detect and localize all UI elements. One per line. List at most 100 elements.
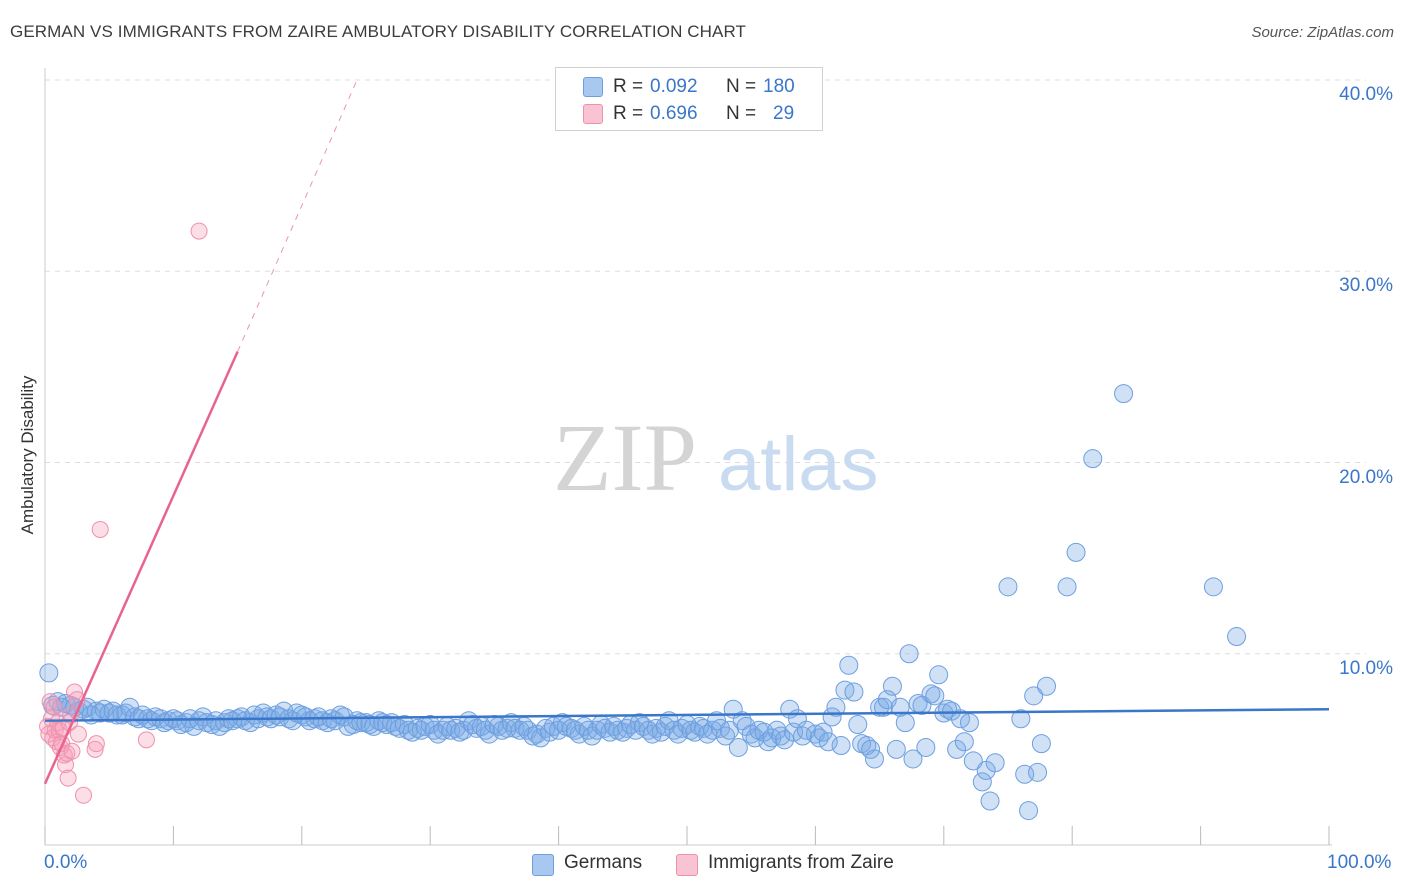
germans-point (899, 644, 919, 664)
germans-point (664, 720, 684, 740)
legend-swatch-germans (583, 77, 603, 97)
legend-r-value: 0.696 (650, 103, 698, 124)
germans-point (903, 749, 923, 769)
germans-point (864, 749, 884, 769)
germans-point (1011, 709, 1031, 729)
germans-point (1028, 762, 1048, 782)
germans-point (844, 682, 864, 702)
legend-n-value: 29 (773, 103, 795, 124)
germans-point (839, 655, 859, 675)
germans-point (1037, 676, 1057, 696)
legend-swatch-zaire (583, 104, 603, 124)
germans-point (886, 739, 906, 759)
legend-n-value: 180 (763, 76, 795, 97)
germans-point (822, 707, 842, 727)
germans-point (771, 726, 791, 746)
x-tick-label-min: 0.0% (44, 852, 88, 873)
germans-point (1083, 449, 1103, 469)
germans-point (39, 663, 59, 683)
germans-point (882, 676, 902, 696)
germans-point (1024, 686, 1044, 706)
germans-point (813, 722, 833, 742)
legend-label-zaire: Immigrants from Zaire (708, 852, 894, 873)
zaire-trend-line (43, 351, 239, 785)
legend-r-label: R = (613, 103, 644, 124)
germans-point (531, 728, 551, 748)
stats-legend: R = 0.092 N = 180 R = 0.696 N = 29 (555, 67, 823, 131)
legend-n-label: N = (726, 103, 757, 124)
germans-point (848, 715, 868, 735)
germans-trend-line (44, 707, 1330, 722)
germans-point (767, 720, 787, 740)
legend-n-label: N = (726, 76, 757, 97)
germans-point (925, 686, 945, 706)
zaire-point (45, 698, 63, 716)
watermark-zip: ZIP (553, 404, 697, 511)
germans-point (1057, 577, 1077, 597)
chart-title: GERMAN VS IMMIGRANTS FROM ZAIRE AMBULATO… (10, 22, 747, 41)
chart-source: Source: ZipAtlas.com (1251, 24, 1394, 41)
germans-point (985, 753, 1005, 773)
y-tick-label: 10.0% (1339, 657, 1393, 679)
germans-point (1019, 801, 1039, 821)
x-tick-label-max: 100.0% (1327, 852, 1392, 873)
germans-point (716, 726, 736, 746)
germans-point (831, 736, 851, 756)
germans-point (574, 716, 594, 736)
germans-point (703, 720, 723, 740)
germans-point (916, 737, 936, 757)
zaire-point (87, 735, 105, 753)
germans-point (1031, 734, 1051, 754)
germans-point (1227, 627, 1247, 647)
germans-point (980, 791, 1000, 811)
zaire-point (137, 731, 155, 749)
legend-r-label: R = (613, 76, 644, 97)
germans-point (1203, 577, 1223, 597)
watermark: ZIP atlas (553, 404, 879, 511)
legend-row-germans: R = 0.092 N = 180 (556, 73, 822, 101)
germans-point (972, 772, 992, 792)
legend-label-germans: Germans (564, 852, 643, 873)
germans-point (732, 711, 752, 731)
germans-point (189, 711, 209, 731)
germans-point (954, 732, 974, 752)
germans-point (998, 577, 1018, 597)
zaire-point (75, 786, 93, 804)
germans-point (861, 739, 881, 759)
zaire-point (86, 740, 104, 758)
legend-r-value: 0.092 (650, 76, 698, 97)
zaire-point (91, 520, 109, 538)
zaire-point (63, 742, 81, 760)
y-tick-label: 30.0% (1339, 275, 1393, 297)
germans-point (959, 713, 979, 733)
germans-point (420, 715, 440, 735)
zaire-point (190, 222, 208, 240)
germans-point (895, 713, 915, 733)
legend-swatch-germans (532, 854, 554, 876)
y-tick-label: 40.0% (1339, 84, 1393, 105)
germans-point (1114, 384, 1134, 404)
germans-point (728, 737, 748, 757)
zaire-point (69, 725, 87, 743)
axes (44, 68, 1332, 846)
germans-point (818, 732, 838, 752)
y-tick-label: 20.0% (1339, 466, 1393, 488)
zaire-trend-extension (237, 79, 358, 352)
germans-points (39, 384, 1247, 821)
germans-point (826, 697, 846, 717)
grid-lines (45, 79, 1366, 655)
trend-lines (43, 79, 1330, 785)
germans-point (1066, 542, 1086, 562)
legend-swatch-zaire (676, 854, 698, 876)
legend-row-zaire: R = 0.696 N = 29 (556, 100, 822, 128)
y-axis-label: Ambulatory Disability (18, 375, 37, 535)
germans-point (395, 715, 415, 735)
germans-point (947, 739, 967, 759)
germans-point (475, 720, 495, 740)
zaire-points (39, 222, 208, 804)
zaire-point (59, 769, 77, 787)
germans-point (963, 751, 983, 771)
watermark-atlas: atlas (718, 422, 879, 507)
germans-point (929, 665, 949, 685)
